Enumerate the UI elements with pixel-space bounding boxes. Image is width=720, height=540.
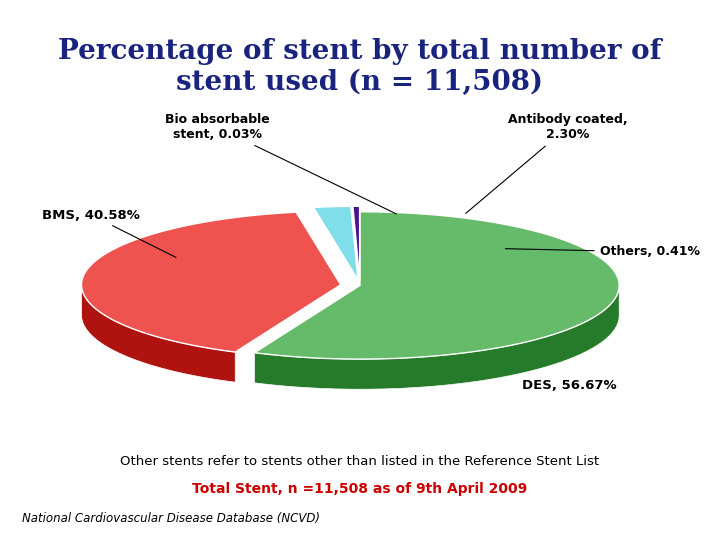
Polygon shape (255, 286, 619, 389)
Text: Other stents refer to stents other than listed in the Reference Stent List: Other stents refer to stents other than … (120, 455, 600, 468)
Text: Antibody coated,
2.30%: Antibody coated, 2.30% (466, 113, 627, 213)
Text: DES, 56.67%: DES, 56.67% (522, 380, 616, 393)
Text: BMS, 40.58%: BMS, 40.58% (42, 208, 176, 258)
Text: Others, 0.41%: Others, 0.41% (505, 246, 700, 259)
Polygon shape (81, 286, 235, 382)
Polygon shape (353, 206, 360, 280)
Text: Percentage of stent by total number of
stent used (n = 11,508): Percentage of stent by total number of s… (58, 38, 662, 96)
Polygon shape (352, 206, 359, 280)
Polygon shape (81, 212, 341, 352)
Text: National Cardiovascular Disease Database (NCVD): National Cardiovascular Disease Database… (22, 512, 320, 525)
Text: Bio absorbable
stent, 0.03%: Bio absorbable stent, 0.03% (165, 113, 397, 214)
Polygon shape (313, 206, 358, 280)
Text: Total Stent, n =11,508 as of 9th April 2009: Total Stent, n =11,508 as of 9th April 2… (192, 482, 528, 496)
Polygon shape (255, 212, 619, 359)
